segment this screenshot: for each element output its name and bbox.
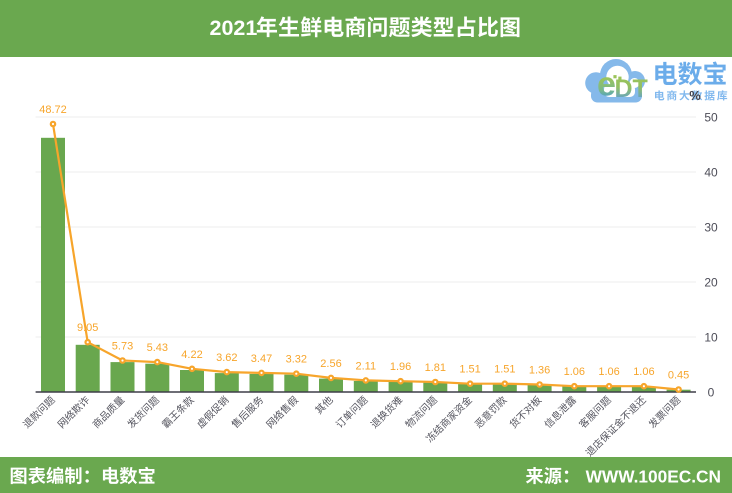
svg-text:3.62: 3.62 (216, 352, 237, 364)
svg-text:1.51: 1.51 (459, 364, 480, 376)
svg-text:30: 30 (704, 220, 718, 234)
svg-text:48.72: 48.72 (39, 104, 67, 116)
svg-text:3.47: 3.47 (251, 353, 272, 365)
svg-text:1.96: 1.96 (390, 361, 411, 373)
svg-text:0: 0 (708, 385, 715, 399)
svg-text:WWW.100EC.CN: WWW.100EC.CN (586, 467, 721, 487)
svg-text:1.36: 1.36 (529, 365, 550, 377)
svg-text:DT: DT (615, 75, 648, 103)
svg-text:10: 10 (704, 330, 718, 344)
svg-text:20: 20 (704, 275, 718, 289)
svg-text:1.51: 1.51 (494, 364, 515, 376)
svg-text:1.06: 1.06 (598, 366, 619, 378)
svg-text:e: e (597, 66, 616, 104)
svg-text:%: % (689, 88, 701, 103)
svg-text:1.06: 1.06 (564, 366, 585, 378)
svg-text:0.45: 0.45 (668, 370, 689, 382)
svg-text:3.32: 3.32 (286, 354, 307, 366)
svg-text:5.73: 5.73 (112, 341, 133, 353)
svg-text:40: 40 (704, 165, 718, 179)
svg-text:9.05: 9.05 (77, 322, 98, 334)
svg-text:1.81: 1.81 (425, 362, 446, 374)
svg-text:4.22: 4.22 (181, 349, 202, 361)
svg-text:2.56: 2.56 (320, 358, 341, 370)
svg-text:2.11: 2.11 (356, 360, 377, 372)
svg-text:50: 50 (704, 110, 718, 124)
svg-text:5.43: 5.43 (147, 342, 168, 354)
svg-text:2021: 2021 (210, 16, 258, 40)
svg-text:1.06: 1.06 (633, 366, 654, 378)
